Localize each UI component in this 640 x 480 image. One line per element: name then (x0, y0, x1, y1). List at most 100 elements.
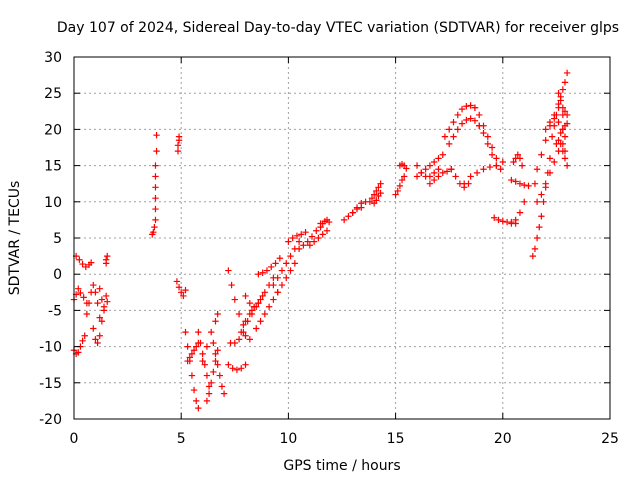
data-point (257, 318, 264, 325)
data-point (152, 173, 159, 180)
data-point (235, 310, 243, 318)
data-point (76, 256, 83, 263)
series-arc-41 (446, 115, 483, 148)
data-point (559, 104, 567, 111)
data-point (82, 263, 89, 271)
data-point (446, 140, 453, 148)
data-point (255, 299, 262, 307)
chart-title: Day 107 of 2024, Sidereal Day-to-day VTE… (57, 20, 619, 36)
series-arc-13 (195, 328, 213, 390)
data-point (100, 307, 108, 314)
data-point (295, 238, 303, 245)
series-arc-33 (366, 180, 384, 205)
data-point (188, 372, 196, 379)
data-point (246, 299, 254, 307)
data-point (516, 180, 524, 187)
data-point (203, 397, 211, 405)
x-axis-label: GPS time / hours (283, 458, 400, 474)
data-point (96, 285, 103, 292)
data-point (259, 292, 266, 300)
y-tick-labels: -20 -15 -10 -5 0 5 10 15 20 25 30 (39, 50, 62, 428)
data-point (533, 198, 541, 205)
series-arc-04 (83, 281, 103, 321)
data-point (422, 166, 429, 173)
data-point (184, 357, 191, 365)
data-point (486, 163, 494, 171)
data-point (212, 350, 219, 358)
data-point (480, 129, 487, 137)
data-point (310, 238, 318, 245)
data-point (508, 176, 515, 184)
series-arc-26 (274, 260, 299, 296)
data-point (345, 213, 352, 220)
data-point (80, 294, 87, 301)
data-point (430, 169, 438, 177)
data-point (174, 147, 182, 155)
data-point (263, 267, 271, 274)
data-point (152, 216, 159, 224)
data-point (471, 117, 479, 124)
data-point (555, 137, 562, 144)
data-point (197, 339, 204, 347)
data-point (210, 368, 217, 376)
data-point (229, 365, 236, 372)
series-arc-35 (392, 173, 408, 198)
data-point (242, 361, 249, 368)
data-point (276, 255, 284, 262)
data-point (542, 126, 549, 133)
data-point (152, 194, 159, 202)
series-arc-53 (542, 115, 569, 140)
series-arc-15 (203, 347, 221, 405)
data-point (75, 349, 82, 356)
data-point (521, 181, 528, 189)
data-point (375, 184, 382, 191)
data-point (446, 126, 453, 133)
data-point (471, 104, 479, 111)
data-point (516, 209, 524, 216)
data-point (557, 129, 564, 137)
data-point (270, 296, 277, 303)
series-arc-27 (285, 229, 309, 245)
series-arc-42 (471, 104, 504, 173)
y-tick-label: -15 (39, 376, 62, 392)
series-arc-44 (448, 166, 472, 191)
data-point (265, 303, 273, 310)
data-point (261, 289, 269, 296)
data-point (295, 245, 303, 253)
data-point (203, 343, 211, 350)
data-point (563, 162, 571, 169)
data-point (377, 189, 384, 197)
data-point (538, 213, 545, 220)
data-point (104, 252, 111, 260)
data-point (557, 140, 564, 148)
series-arc-19 (225, 361, 249, 373)
data-point (298, 231, 305, 238)
series-arc-57 (557, 140, 571, 169)
data-point (413, 173, 421, 180)
data-point (561, 79, 569, 86)
data-point (536, 223, 543, 231)
data-point (373, 187, 380, 195)
series-arc-34 (370, 189, 384, 207)
data-point (400, 173, 408, 180)
data-point (548, 133, 556, 140)
series-arc-12 (184, 339, 202, 365)
data-point (553, 111, 560, 119)
series-arc-45 (461, 158, 506, 187)
data-point (178, 289, 185, 296)
series-arc-07 (102, 252, 111, 267)
data-point (313, 227, 320, 234)
y-tick-label: 25 (44, 86, 62, 102)
data-point (563, 69, 571, 77)
series-arc-56 (555, 90, 571, 119)
data-point (510, 158, 517, 166)
series-arc-14 (199, 310, 221, 365)
data-point (538, 151, 545, 158)
y-tick-label: 15 (44, 159, 62, 175)
data-point (287, 252, 294, 260)
data-point (452, 173, 459, 180)
data-point (214, 347, 221, 354)
data-point (285, 238, 292, 245)
data-point (287, 267, 294, 274)
data-point (495, 216, 502, 224)
